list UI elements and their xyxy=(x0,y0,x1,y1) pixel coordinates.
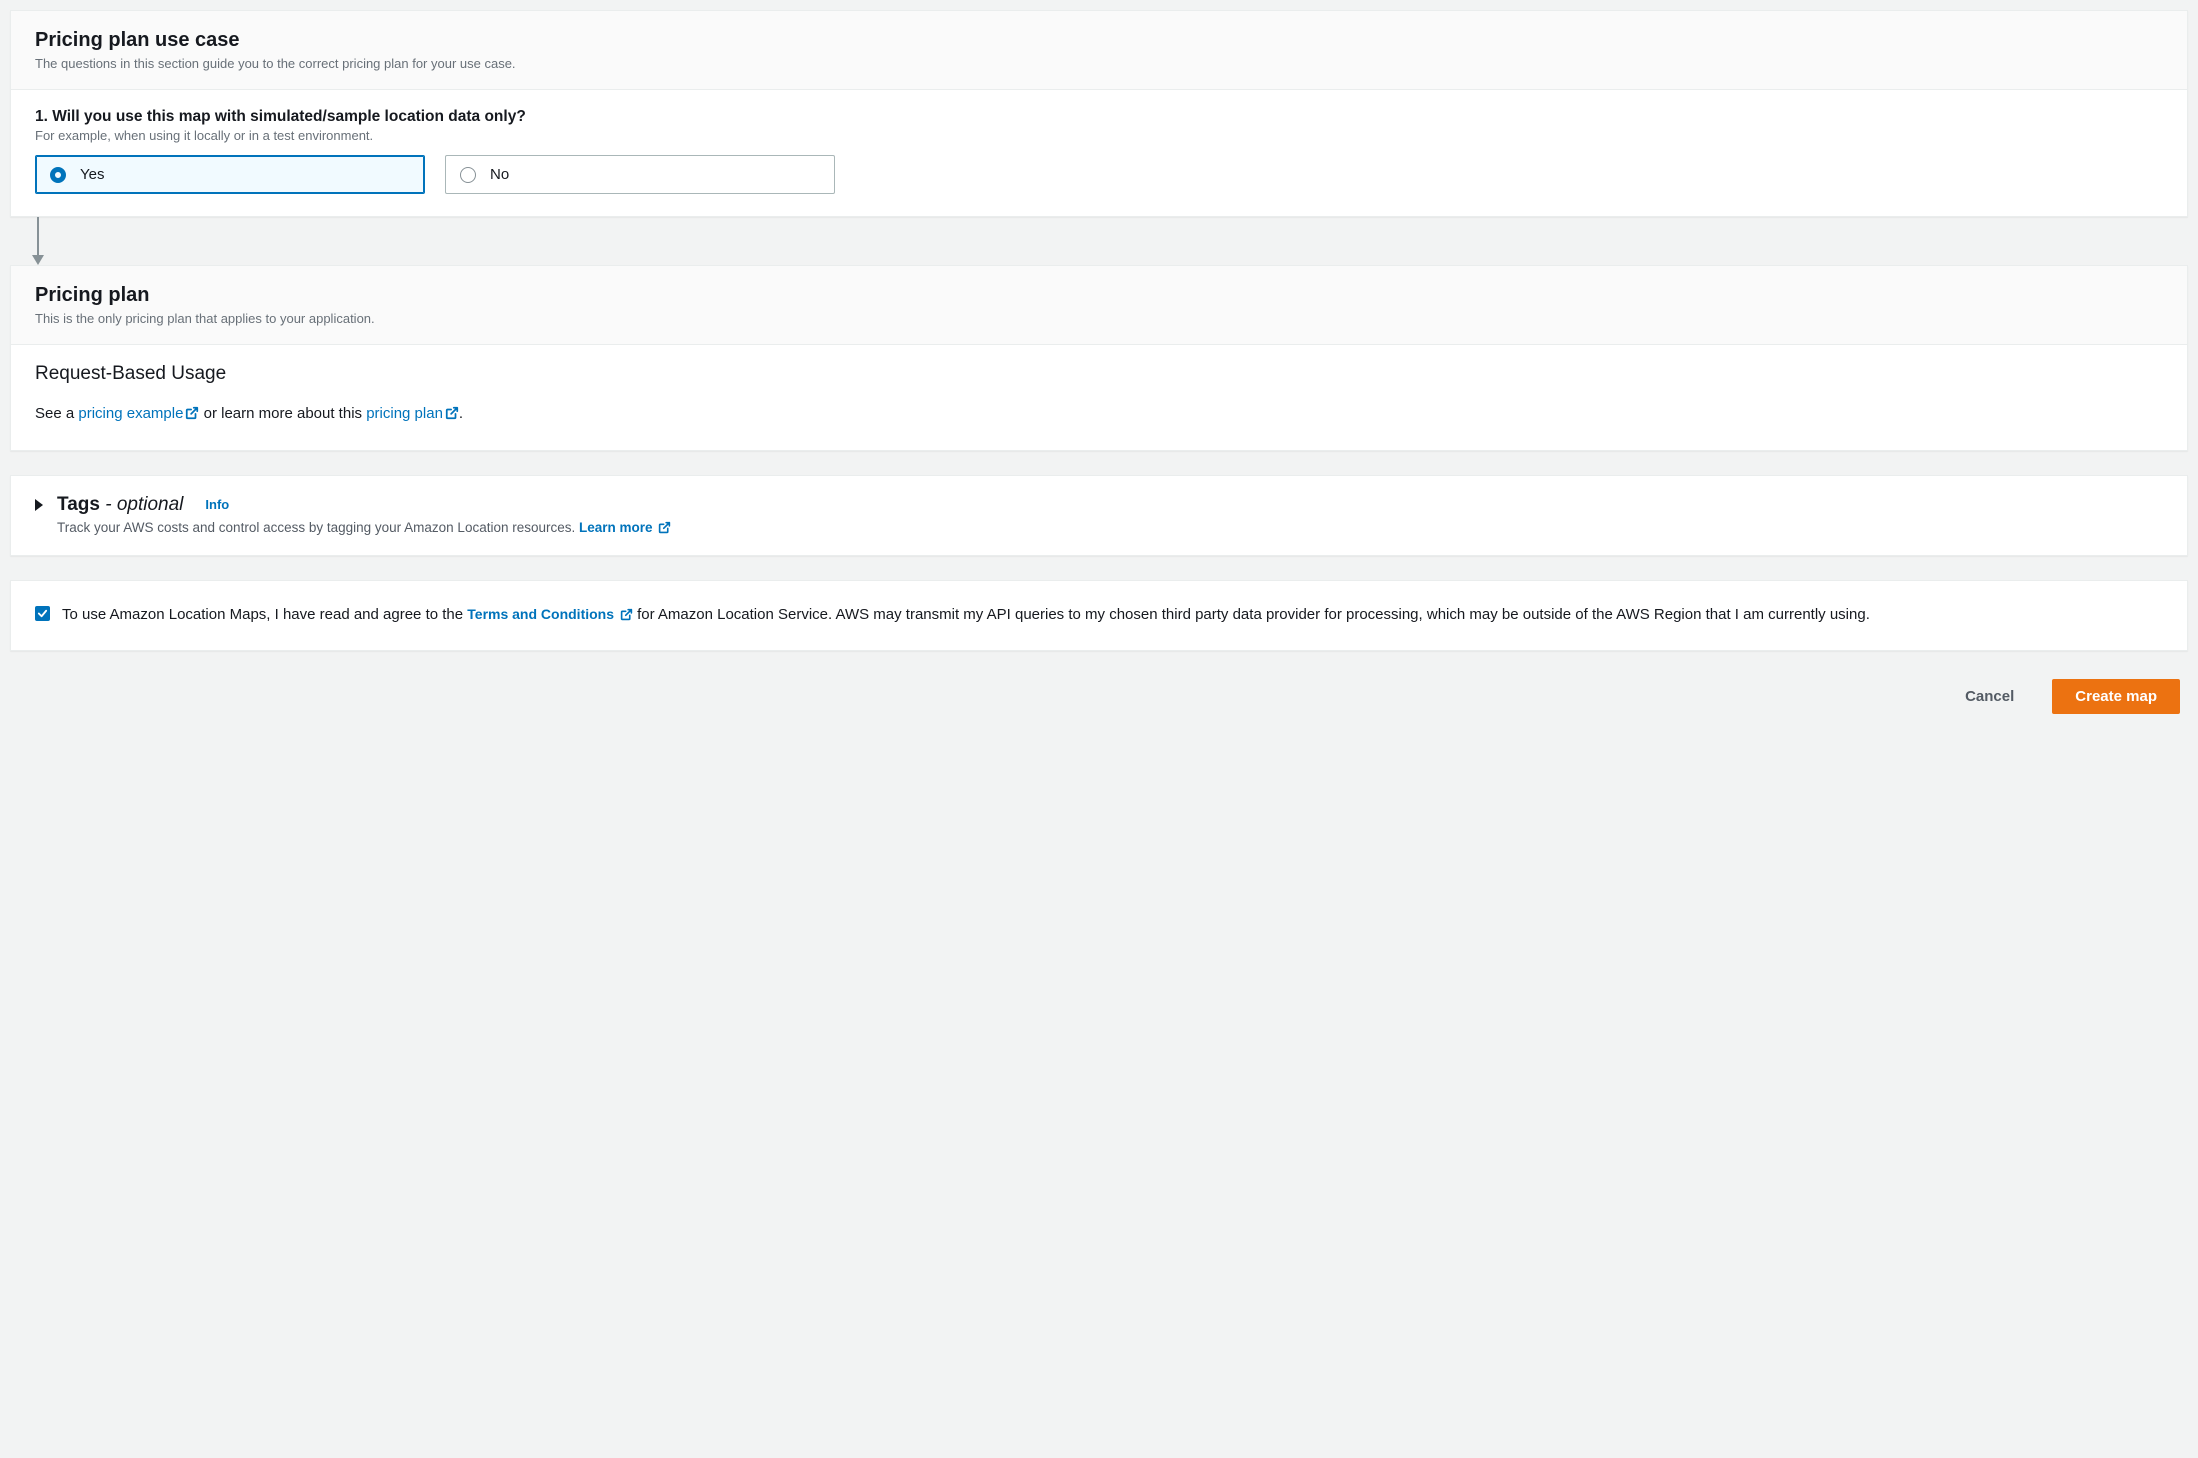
external-link-icon xyxy=(445,405,459,428)
terms-checkbox[interactable] xyxy=(35,606,50,621)
tags-learn-more-link[interactable]: Learn more xyxy=(579,520,671,535)
pricing-header: Pricing plan This is the only pricing pl… xyxy=(11,266,2187,345)
cancel-button[interactable]: Cancel xyxy=(1943,679,2036,714)
use-case-hint: For example, when using it locally or in… xyxy=(35,128,2163,143)
pricing-plan-name: Request-Based Usage xyxy=(35,363,2163,385)
use-case-question: 1. Will you use this map with simulated/… xyxy=(35,108,2163,126)
tags-panel: Tags - optional Info Track your AWS cost… xyxy=(10,475,2188,556)
terms-conditions-link[interactable]: Terms and Conditions xyxy=(467,606,633,622)
terms-panel: To use Amazon Location Maps, I have read… xyxy=(10,580,2188,651)
create-map-button[interactable]: Create map xyxy=(2052,679,2180,714)
pricing-text-middle: or learn more about this xyxy=(199,405,366,422)
pricing-text-prefix: See a xyxy=(35,405,78,422)
tags-description: Track your AWS costs and control access … xyxy=(57,520,2163,537)
flow-arrow xyxy=(10,217,2188,265)
pricing-title: Pricing plan xyxy=(35,282,2163,308)
tags-title: Tags - optional xyxy=(57,494,183,516)
use-case-body: 1. Will you use this map with simulated/… xyxy=(11,90,2187,216)
external-link-icon xyxy=(658,521,671,537)
tags-optional-label: - optional xyxy=(100,494,183,515)
pricing-plan-link[interactable]: pricing plan xyxy=(366,405,459,422)
terms-body: To use Amazon Location Maps, I have read… xyxy=(11,581,2187,650)
action-bar: Cancel Create map xyxy=(10,675,2188,726)
external-link-icon xyxy=(620,606,633,628)
radio-label-no: No xyxy=(490,166,509,183)
radio-option-no[interactable]: No xyxy=(445,155,835,194)
pricing-plan-panel: Pricing plan This is the only pricing pl… xyxy=(10,265,2188,451)
expand-caret-icon[interactable] xyxy=(35,499,43,511)
use-case-title: Pricing plan use case xyxy=(35,27,2163,53)
radio-option-yes[interactable]: Yes xyxy=(35,155,425,194)
radio-icon xyxy=(460,167,476,183)
tags-title-row: Tags - optional Info xyxy=(35,494,2163,516)
external-link-icon xyxy=(185,405,199,428)
use-case-radio-group: Yes No xyxy=(35,155,2163,194)
pricing-body: Request-Based Usage See a pricing exampl… xyxy=(11,345,2187,450)
terms-text: To use Amazon Location Maps, I have read… xyxy=(62,603,1870,628)
use-case-description: The questions in this section guide you … xyxy=(35,55,2163,73)
pricing-text-suffix: . xyxy=(459,405,463,422)
use-case-header: Pricing plan use case The questions in t… xyxy=(11,11,2187,90)
pricing-text: See a pricing example or learn more abou… xyxy=(35,403,2163,428)
radio-icon xyxy=(50,167,66,183)
tags-header: Tags - optional Info Track your AWS cost… xyxy=(11,476,2187,555)
pricing-description: This is the only pricing plan that appli… xyxy=(35,310,2163,328)
use-case-panel: Pricing plan use case The questions in t… xyxy=(10,10,2188,217)
radio-label-yes: Yes xyxy=(80,166,104,183)
pricing-example-link[interactable]: pricing example xyxy=(78,405,199,422)
tags-info-link[interactable]: Info xyxy=(205,497,229,512)
check-icon xyxy=(37,608,48,619)
arrow-down-icon xyxy=(32,217,52,267)
